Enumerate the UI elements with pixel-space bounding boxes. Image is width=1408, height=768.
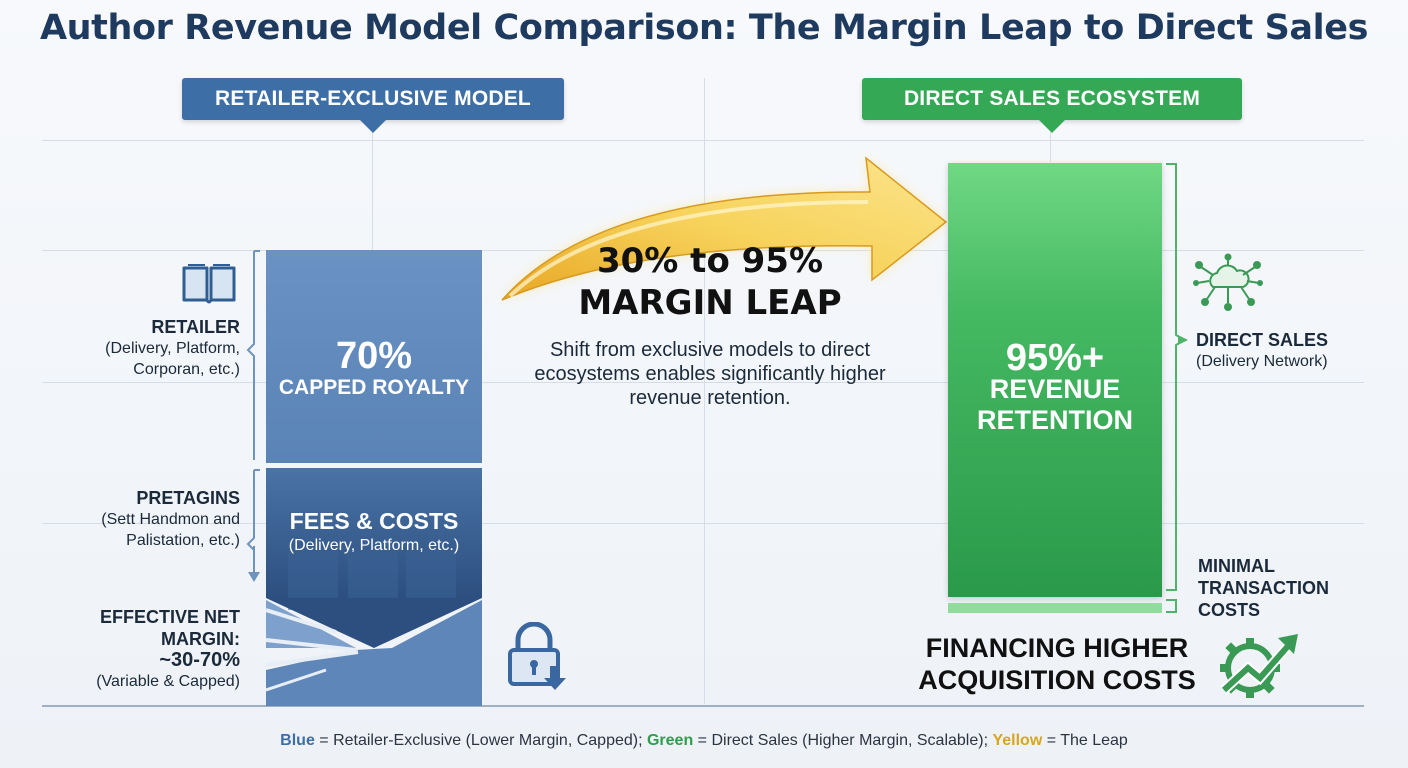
retailer-label-group: RETAILER (Delivery, Platform, Corporan, … bbox=[60, 317, 240, 380]
baseline bbox=[42, 705, 1364, 707]
grid-line bbox=[42, 382, 1364, 383]
direct-sales-label: DIRECT SALES bbox=[1196, 330, 1329, 350]
retailer-column bbox=[266, 250, 482, 706]
grid-line bbox=[42, 523, 1364, 524]
margin-leap-title: 30% to 95% MARGIN LEAP bbox=[578, 241, 842, 323]
leap-arrow bbox=[501, 156, 948, 301]
margin-leap-description: Shift from exclusive models to direct ec… bbox=[534, 339, 886, 409]
net-margin-value: ~30-70% bbox=[159, 649, 240, 671]
pretagins-label: PRETAGINS bbox=[136, 488, 240, 508]
retailer-sub: (Delivery, Platform, Corporan, etc.) bbox=[105, 340, 240, 378]
capped-royalty-label: CAPPED ROYALTY bbox=[278, 376, 470, 399]
color-legend: Blue = Retailer-Exclusive (Lower Margin,… bbox=[0, 732, 1408, 750]
legend-blue-word: Blue bbox=[280, 732, 315, 749]
legend-blue-text: = Retailer-Exclusive (Lower Margin, Capp… bbox=[314, 732, 647, 749]
transaction-costs-strip bbox=[948, 603, 1162, 613]
page-title: Author Revenue Model Comparison: The Mar… bbox=[39, 8, 1369, 48]
revenue-retention-label: REVENUE RETENTION bbox=[976, 374, 1133, 435]
lock-download-icon bbox=[508, 622, 566, 690]
retailer-label: RETAILER bbox=[151, 317, 240, 337]
net-margin-sub: (Variable & Capped) bbox=[96, 673, 240, 690]
growth-gear-icon bbox=[1220, 634, 1298, 698]
legend-green-word: Green bbox=[646, 732, 694, 749]
legend-yellow-word: Yellow bbox=[992, 732, 1043, 749]
direct-sales-sub: (Delivery Network) bbox=[1196, 353, 1328, 370]
direct-sales-banner: DIRECT SALES ECOSYSTEM bbox=[862, 78, 1242, 133]
right-bracket bbox=[1166, 163, 1188, 613]
net-margin-label: EFFECTIVE NET MARGIN: bbox=[99, 607, 240, 649]
grid-line bbox=[1050, 132, 1051, 162]
legend-green-text: = Direct Sales (Higher Margin, Scalable)… bbox=[693, 732, 993, 749]
pretagins-label-group: PRETAGINS (Sett Handmon and Palistation,… bbox=[60, 488, 240, 551]
fees-costs-sub: (Delivery, Platform, etc.) bbox=[288, 537, 460, 554]
direct-sales-label-group: DIRECT SALES (Delivery Network) bbox=[1196, 330, 1356, 372]
cloud-network-icon bbox=[1193, 253, 1263, 311]
retailer-model-banner: RETAILER-EXCLUSIVE MODEL bbox=[182, 78, 564, 133]
pretagins-sub: (Sett Handmon and Palistation, etc.) bbox=[101, 511, 240, 549]
financing-label: FINANCING HIGHER ACQUISITION COSTS bbox=[918, 633, 1196, 695]
grid-line bbox=[42, 140, 1364, 141]
grid-line bbox=[704, 78, 705, 704]
grid-line bbox=[372, 132, 373, 252]
revenue-retention-value: 95%+ bbox=[1005, 337, 1105, 379]
capped-royalty-value: 70% bbox=[335, 335, 413, 377]
book-icon bbox=[182, 264, 236, 304]
minimal-costs-label: MINIMAL TRANSACTION COSTS bbox=[1198, 556, 1329, 620]
net-margin-group: EFFECTIVE NET MARGIN: ~30-70% (Variable … bbox=[60, 606, 240, 692]
legend-yellow-text: = The Leap bbox=[1042, 732, 1128, 749]
revenue-retention-box bbox=[948, 163, 1162, 597]
left-bracket bbox=[246, 250, 260, 582]
fees-costs-label: FEES & COSTS bbox=[289, 508, 459, 534]
